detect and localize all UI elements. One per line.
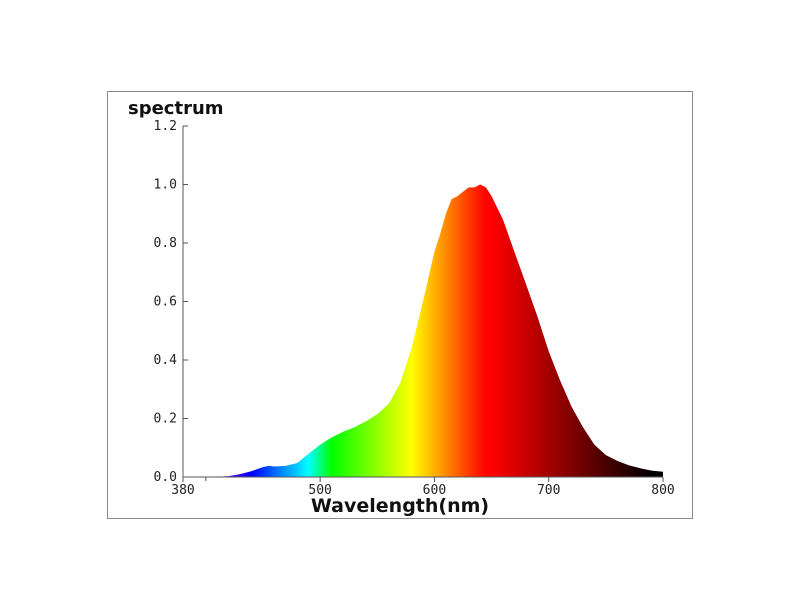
x-tick-label: 800 bbox=[651, 483, 674, 498]
y-tick-label: 0.8 bbox=[154, 236, 177, 251]
y-tick-label: 0.2 bbox=[154, 412, 177, 427]
y-tick-label: 1.0 bbox=[154, 178, 177, 193]
label-layer: spectrum Wavelength(nm) bbox=[128, 98, 489, 517]
axis-layer: 0.0 0.2 0.4 0.6 0.8 1.0 1.2 380 500 600 700 800 bbox=[154, 119, 675, 498]
y-tick-label: 0.6 bbox=[154, 295, 177, 310]
x-axis-title: Wavelength(nm) bbox=[311, 495, 489, 517]
x-tick-label: 500 bbox=[308, 483, 331, 498]
plot-frame bbox=[107, 91, 693, 519]
y-tick-label: 1.2 bbox=[154, 119, 177, 134]
area-layer bbox=[183, 184, 663, 477]
x-tick-label: 380 bbox=[171, 483, 194, 498]
y-tick-label: 0.0 bbox=[154, 470, 177, 485]
x-tick-label: 600 bbox=[423, 483, 446, 498]
y-tick-label: 0.4 bbox=[154, 353, 178, 368]
x-tick-label: 700 bbox=[537, 483, 560, 498]
y-axis-title: spectrum bbox=[128, 98, 224, 119]
spectrum-area bbox=[183, 184, 663, 477]
